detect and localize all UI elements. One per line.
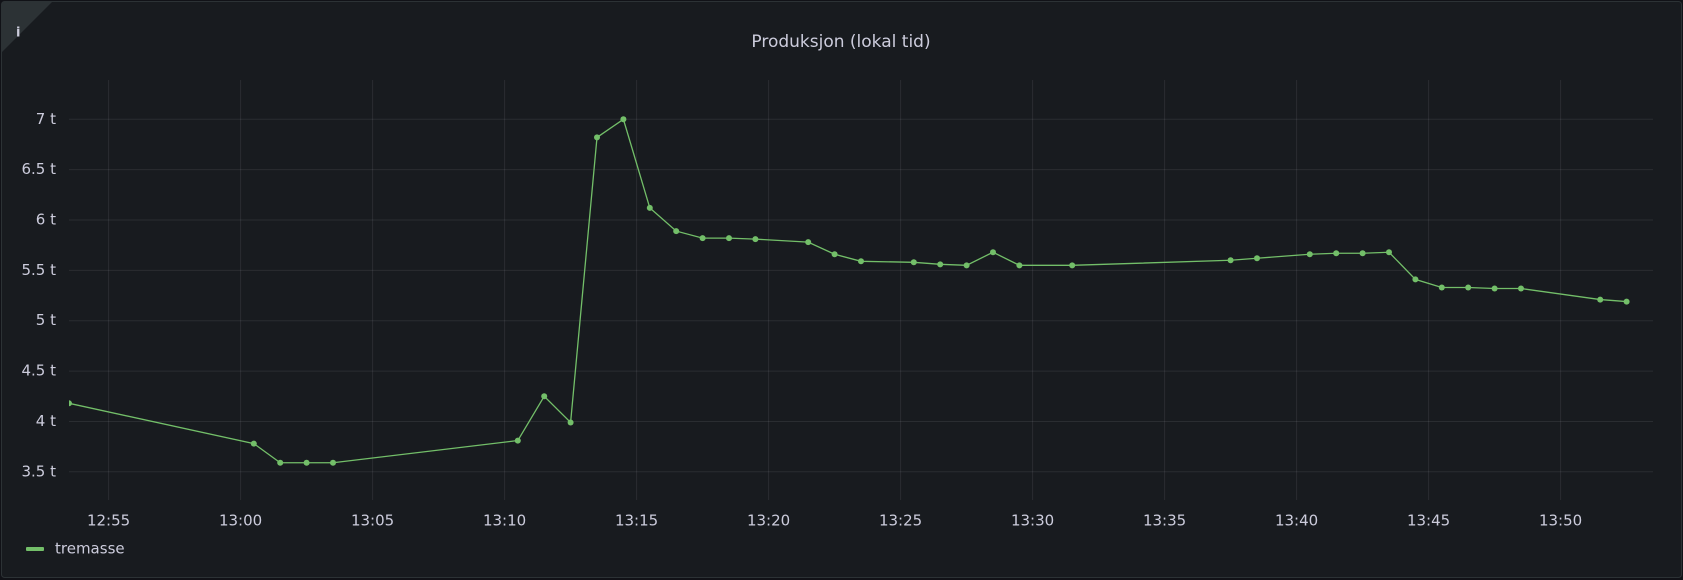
data-point bbox=[1623, 298, 1630, 305]
y-tick-label: 3.5 t bbox=[21, 462, 56, 480]
data-point bbox=[990, 249, 996, 256]
x-tick-label: 13:45 bbox=[1407, 512, 1450, 530]
y-tick-label: 4.5 t bbox=[21, 362, 56, 380]
data-point bbox=[1016, 262, 1023, 269]
data-point bbox=[673, 228, 680, 235]
y-tick-label: 7 t bbox=[36, 110, 56, 128]
x-tick-label: 13:50 bbox=[1539, 512, 1582, 530]
data-point bbox=[699, 235, 706, 242]
data-point bbox=[1359, 250, 1366, 257]
data-point bbox=[541, 393, 548, 400]
data-point bbox=[1227, 257, 1234, 264]
data-point bbox=[1254, 255, 1260, 262]
y-tick-label: 4 t bbox=[36, 412, 56, 430]
data-point bbox=[646, 204, 653, 211]
data-point bbox=[1386, 249, 1392, 256]
x-tick-label: 13:05 bbox=[351, 512, 394, 530]
data-point bbox=[1306, 251, 1313, 258]
data-point bbox=[1597, 296, 1604, 303]
data-point bbox=[620, 116, 627, 123]
y-tick-label: 5.5 t bbox=[21, 261, 56, 279]
plot-area bbox=[69, 116, 1630, 466]
x-tick-label: 13:25 bbox=[879, 512, 922, 530]
chart-title: Produksjon (lokal tid) bbox=[751, 32, 930, 52]
x-tick-label: 13:10 bbox=[483, 512, 526, 530]
y-tick-label: 6 t bbox=[36, 211, 56, 229]
data-point bbox=[805, 239, 812, 246]
y-tick-label: 5 t bbox=[36, 311, 56, 329]
data-point bbox=[69, 400, 72, 407]
x-tick-label: 13:35 bbox=[1143, 512, 1186, 530]
data-point bbox=[1069, 262, 1076, 269]
data-point bbox=[726, 235, 732, 242]
data-point bbox=[1412, 276, 1419, 283]
data-point bbox=[1491, 285, 1498, 292]
x-tick-label: 13:20 bbox=[747, 512, 790, 530]
data-point bbox=[1333, 250, 1340, 257]
y-tick-label: 6.5 t bbox=[21, 160, 56, 178]
data-point bbox=[277, 459, 284, 466]
data-point bbox=[831, 251, 838, 258]
data-point bbox=[594, 134, 600, 141]
data-point bbox=[752, 236, 759, 243]
x-tick-label: 13:00 bbox=[219, 512, 262, 530]
data-point bbox=[963, 262, 970, 269]
info-icon[interactable]: i bbox=[16, 26, 20, 41]
data-point bbox=[937, 261, 944, 268]
legend-swatch bbox=[26, 547, 44, 551]
data-point bbox=[330, 459, 336, 466]
data-point bbox=[514, 437, 521, 444]
x-tick-label: 12:55 bbox=[87, 512, 130, 530]
data-point bbox=[567, 419, 574, 426]
data-point bbox=[303, 459, 310, 466]
data-point bbox=[250, 440, 257, 447]
x-tick-label: 13:40 bbox=[1275, 512, 1318, 530]
data-point bbox=[1438, 284, 1445, 291]
info-corner bbox=[2, 2, 52, 52]
x-tick-label: 13:15 bbox=[615, 512, 658, 530]
data-point bbox=[1465, 284, 1472, 291]
data-point bbox=[1518, 285, 1524, 292]
legend-label: tremasse bbox=[55, 540, 125, 558]
x-tick-label: 13:30 bbox=[1011, 512, 1054, 530]
data-point bbox=[910, 259, 917, 266]
data-point bbox=[858, 258, 864, 265]
